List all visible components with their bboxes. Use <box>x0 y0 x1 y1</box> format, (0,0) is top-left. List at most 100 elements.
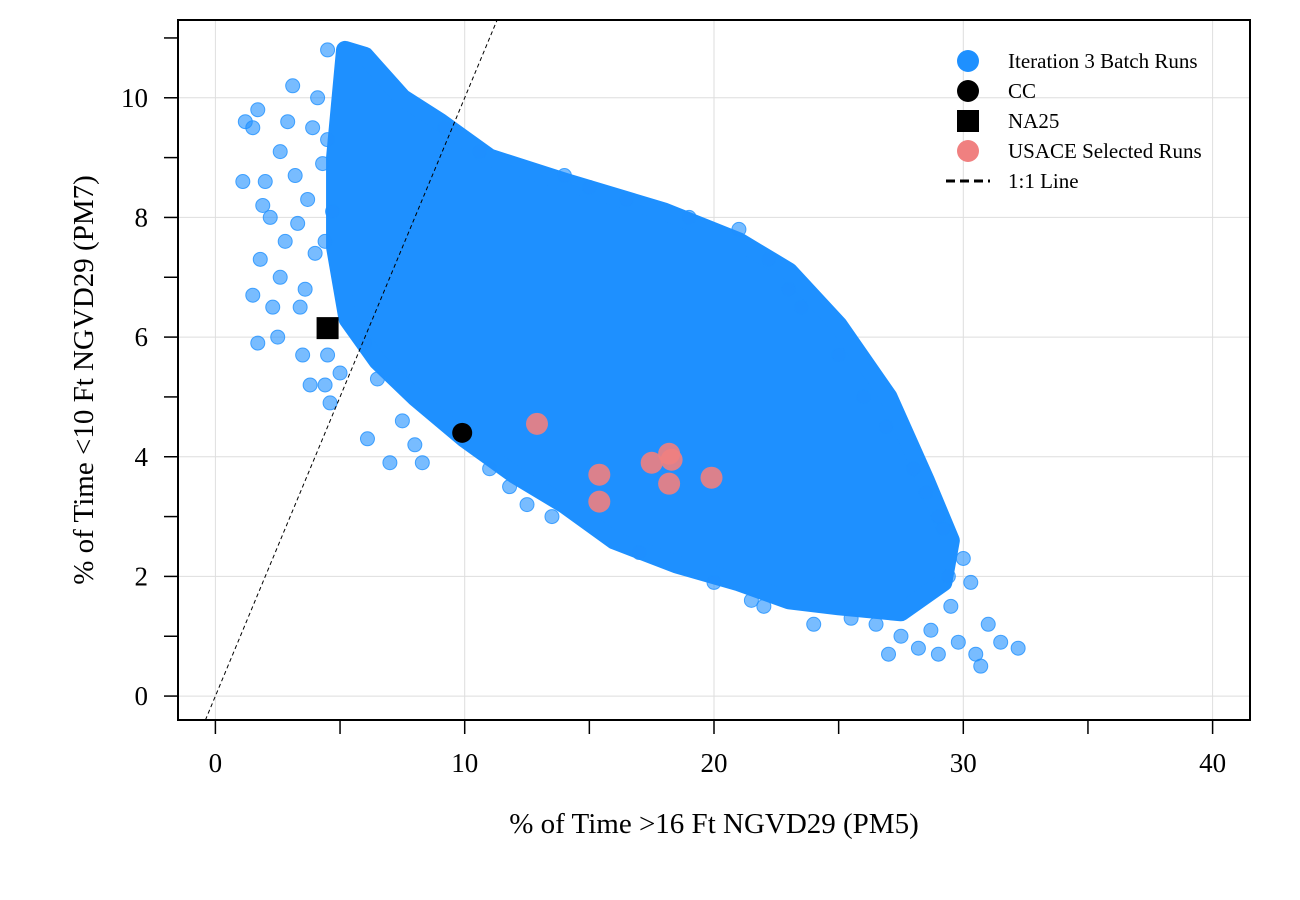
batch-run-point <box>910 640 926 656</box>
batch-run-point <box>923 622 939 638</box>
batch-run-point <box>302 377 318 393</box>
batch-run-point <box>359 431 375 447</box>
legend-label-iteration-3-batch-runs: Iteration 3 Batch Runs <box>1008 49 1198 73</box>
cc-point <box>452 422 473 443</box>
batch-run-point <box>631 544 647 560</box>
batch-run-point <box>295 347 311 363</box>
na25-point <box>316 317 339 340</box>
batch-run-point <box>955 550 971 566</box>
batch-run-point <box>993 634 1009 650</box>
batch-run-point <box>437 120 453 136</box>
batch-run-point <box>502 479 518 495</box>
batch-run-point <box>332 365 348 381</box>
batch-run-point <box>731 221 747 237</box>
batch-run-point <box>472 144 488 160</box>
batch-run-point <box>265 299 281 315</box>
batch-run-point <box>272 269 288 285</box>
batch-run-point <box>382 455 398 471</box>
legend-marker-cc <box>957 80 979 102</box>
batch-run-point <box>706 574 722 590</box>
data-points <box>204 20 1026 720</box>
y-tick-label: 10 <box>121 83 148 113</box>
usace-selected-run-point <box>525 412 548 435</box>
batch-run-point <box>781 281 797 297</box>
batch-run-point <box>300 191 316 207</box>
batch-runs-cloud-region <box>326 40 960 622</box>
x-axis-title: % of Time >16 Ft NGVD29 (PM5) <box>509 808 919 840</box>
y-tick-label: 8 <box>135 202 149 232</box>
batch-run-point <box>257 174 273 190</box>
batch-run-point <box>881 646 897 662</box>
x-tick-label: 30 <box>950 748 977 778</box>
batch-run-point <box>280 114 296 130</box>
legend-marker-usace-selected-runs <box>957 140 979 162</box>
batch-run-point <box>619 191 635 207</box>
batch-run-point <box>943 598 959 614</box>
batch-run-point <box>556 168 572 184</box>
batch-run-point <box>369 371 385 387</box>
batch-run-point <box>918 485 934 501</box>
batch-run-point <box>950 634 966 650</box>
batch-run-point <box>831 347 847 363</box>
batch-run-point <box>272 144 288 160</box>
batch-run-point <box>806 616 822 632</box>
batch-run-point <box>414 455 430 471</box>
batch-run-point <box>317 377 333 393</box>
batch-run-point <box>255 197 271 213</box>
usace-selected-run-point <box>588 463 611 486</box>
batch-run-point <box>856 389 872 405</box>
y-axis-title: % of Time <10 Ft NGVD29 (PM7) <box>68 175 100 585</box>
batch-run-point <box>235 174 251 190</box>
batch-run-point <box>245 287 261 303</box>
batch-run-point <box>250 335 266 351</box>
batch-run-point <box>305 120 321 136</box>
batch-run-point <box>277 233 293 249</box>
y-tick-label: 0 <box>135 681 149 711</box>
x-tick-label: 10 <box>451 748 478 778</box>
y-tick-label: 2 <box>135 561 149 591</box>
batch-run-point <box>325 203 341 219</box>
batch-run-point <box>482 461 498 477</box>
batch-runs-cloud <box>326 40 960 622</box>
batch-run-point <box>973 658 989 674</box>
axes: 0 10 20 30 40 0 2 4 6 8 10 <box>121 37 1226 778</box>
usace-selected-run-point <box>660 448 683 471</box>
batch-run-point <box>681 209 697 225</box>
usace-selected-run-point <box>588 490 611 513</box>
batch-run-point <box>843 610 859 626</box>
batch-run-point <box>1010 640 1026 656</box>
legend-label-usace-selected-runs: USACE Selected Runs <box>1008 139 1202 163</box>
batch-run-point <box>320 42 336 58</box>
usace-selected-run-point <box>658 472 681 495</box>
batch-run-point <box>980 616 996 632</box>
batch-run-point <box>320 132 336 148</box>
usace-selected-run-point <box>640 451 663 474</box>
batch-run-point <box>930 646 946 662</box>
batch-run-point <box>287 168 303 184</box>
batch-run-point <box>581 180 597 196</box>
batch-run-point <box>252 251 268 267</box>
batch-run-point <box>245 120 261 136</box>
x-tick-label: 40 <box>1199 748 1226 778</box>
batch-run-point <box>290 215 306 231</box>
batch-run-point <box>743 592 759 608</box>
batch-run-point <box>317 233 333 249</box>
batch-run-point <box>320 347 336 363</box>
y-tick-label: 4 <box>135 442 149 472</box>
batch-run-point <box>878 419 894 435</box>
legend-marker-iteration-3-batch-runs <box>957 50 979 72</box>
batch-run-point <box>250 102 266 118</box>
batch-run-point <box>935 521 951 537</box>
batch-run-point <box>756 598 772 614</box>
x-tick-label: 20 <box>701 748 728 778</box>
batch-run-point <box>761 251 777 267</box>
batch-run-point <box>307 245 323 261</box>
batch-run-point <box>868 616 884 632</box>
batch-run-point <box>893 628 909 644</box>
one-to-one-line <box>204 20 498 720</box>
legend-marker-na25 <box>957 110 979 132</box>
batch-run-point <box>394 413 410 429</box>
batch-run-point <box>407 437 423 453</box>
usace-selected-run-point <box>700 466 723 489</box>
